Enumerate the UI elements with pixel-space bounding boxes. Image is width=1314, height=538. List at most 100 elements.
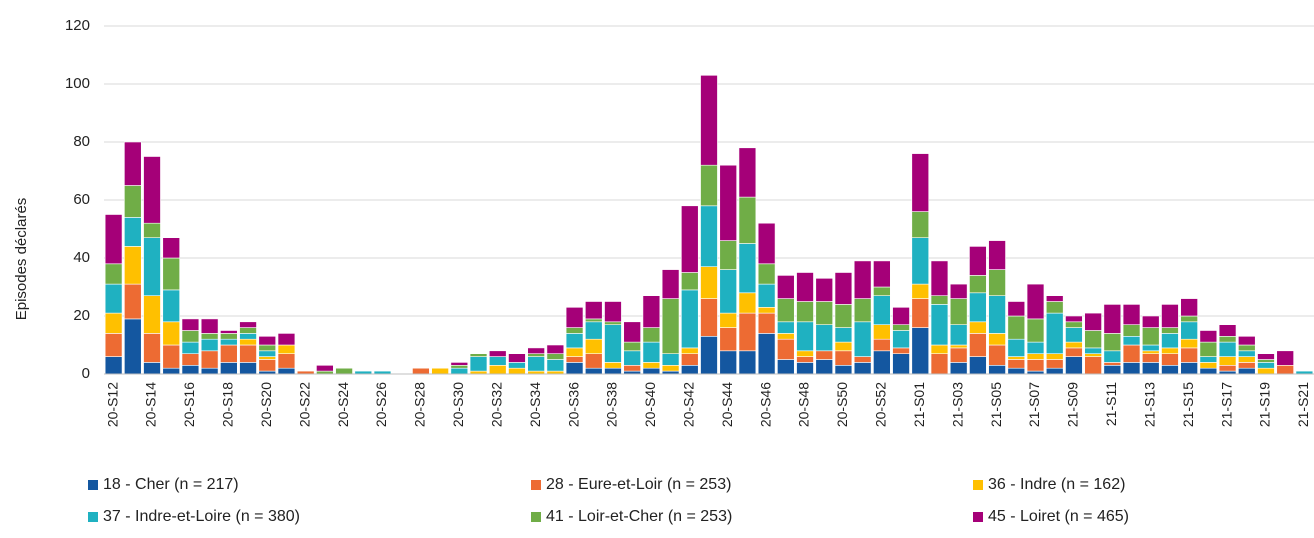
bar-segment [239, 321, 257, 328]
bar-segment [700, 266, 718, 299]
bar-segment [1007, 367, 1026, 375]
bar-segment [1161, 333, 1179, 349]
bar-segment [1103, 304, 1122, 334]
x-tick-label: 20-S26 [373, 382, 389, 427]
bar-segment [1180, 362, 1198, 375]
bar-segment [239, 333, 257, 340]
legend-item: 41 - Loir-et-Cher (n = 253) [531, 508, 732, 526]
x-tick-label: 20-S50 [834, 382, 850, 427]
bar-segment [124, 217, 142, 247]
bar-segment [527, 356, 545, 372]
legend-label: 28 - Eure-et-Loir (n = 253) [546, 476, 732, 493]
bar-segment [661, 353, 680, 366]
bar-segment [1007, 359, 1026, 369]
bar-segment [700, 205, 718, 268]
bar-segment [757, 283, 776, 308]
bar-segment [1238, 367, 1256, 375]
bar-segment [162, 237, 180, 259]
bar-segment [1084, 356, 1102, 375]
legend-item: 36 - Indre (n = 162) [973, 476, 1125, 494]
stacked-bar-chart: 0 20 40 60 80 100 120 20-S12 20-S14 20-S16 20-S18… [13, 17, 1314, 427]
bar-segment [162, 344, 180, 369]
bar-segment [450, 364, 469, 369]
x-tick-label: 21-S11 [1103, 382, 1119, 426]
bar-segment [162, 257, 180, 291]
bar-segment [565, 356, 584, 363]
bar-segment [777, 321, 795, 334]
bar-segment [431, 367, 449, 375]
bar-segment [892, 347, 910, 354]
bar-segment [277, 367, 296, 375]
bar-segment [949, 362, 968, 375]
bar-segment [1180, 321, 1198, 340]
bar-segment [1142, 350, 1160, 354]
bar-segment [162, 321, 180, 346]
bar-segment [316, 364, 334, 372]
bar-segment [949, 347, 968, 363]
bar-segment [834, 350, 853, 366]
bar-segment [1007, 356, 1026, 360]
bar-segment [949, 283, 968, 299]
bar-segment [1045, 312, 1064, 355]
bar-segment [623, 321, 641, 343]
bar-segment [949, 324, 968, 346]
bar-segment [796, 272, 814, 302]
bar-segment [642, 362, 661, 369]
bar-segment [930, 353, 949, 375]
bar-segment [1026, 283, 1045, 320]
bar-segment [681, 353, 699, 366]
bar-segment [1142, 344, 1160, 352]
bar-segment [642, 295, 661, 328]
bar-segment [1218, 341, 1237, 357]
bar-segment [911, 283, 930, 299]
x-tick-label: 20-S40 [642, 382, 658, 427]
bar-segment [892, 306, 910, 325]
y-tick-label: 60 [73, 191, 90, 208]
bar-segment [162, 289, 180, 323]
bar-segment [719, 240, 737, 270]
bar-segment [604, 301, 622, 323]
bar-segment [239, 338, 257, 346]
bar-segment [143, 362, 161, 375]
x-tick-label: 20-S44 [719, 382, 735, 427]
bar-segment [815, 350, 833, 360]
x-tick-label: 20-S42 [680, 382, 696, 427]
bar-segment [1045, 367, 1064, 375]
bar-segment [527, 353, 545, 357]
bar-segment [873, 350, 891, 375]
bar-segment [220, 338, 238, 346]
bar-segment [1257, 362, 1275, 369]
bar-segment [988, 333, 1006, 346]
bar-segment [239, 344, 257, 363]
bar-segment [1161, 364, 1179, 375]
bar-segment [796, 301, 814, 323]
x-tick-label: 20-S38 [604, 382, 620, 427]
bar-segment [104, 214, 123, 265]
y-tick-label: 0 [82, 365, 90, 382]
bar-segment [1238, 356, 1256, 363]
bar-segment [642, 341, 661, 363]
bar-segment [181, 364, 200, 375]
bar-segment [1276, 364, 1294, 375]
bar-segment [143, 333, 161, 363]
bar-segment [585, 367, 603, 375]
bar-segment [1103, 364, 1122, 375]
bar-segment [277, 353, 296, 369]
bar-segment [604, 362, 622, 369]
bar-segment [565, 327, 584, 334]
bar-segment [642, 327, 661, 343]
bar-segment [853, 321, 872, 357]
bar-segment [143, 222, 161, 238]
bar-segment [834, 327, 853, 343]
bar-segment [585, 321, 603, 340]
bar-segment [815, 359, 833, 375]
bar-segment [719, 327, 737, 352]
bar-segment [450, 362, 469, 366]
bar-segment [661, 298, 680, 355]
bar-segment [604, 321, 622, 325]
bar-segment [719, 312, 737, 328]
bar-segment [969, 275, 987, 294]
bar-segment [873, 295, 891, 326]
bar-segment [508, 367, 526, 375]
bar-segment [1045, 353, 1064, 360]
